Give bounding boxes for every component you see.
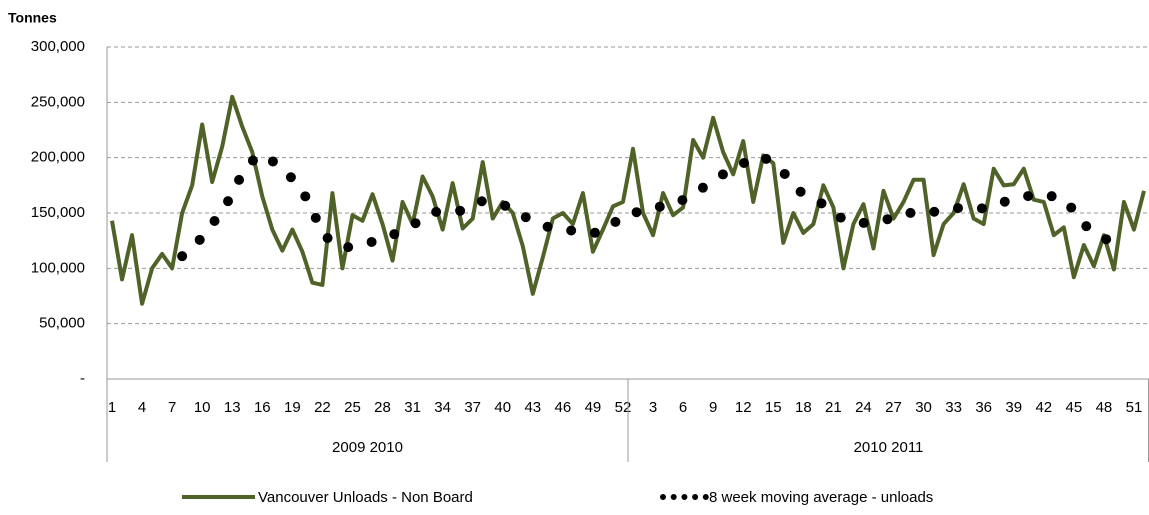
x-tick-label: 24	[855, 399, 872, 416]
y-tick-label: -	[80, 370, 85, 387]
x-tick-label: 33	[945, 399, 962, 416]
x-tick-label: 22	[314, 399, 331, 416]
x-tick-label: 30	[915, 399, 932, 416]
group-label: 2010 2011	[854, 439, 924, 456]
x-tick-label: 10	[194, 399, 211, 416]
x-tick-label: 27	[885, 399, 902, 416]
x-tick-label: 13	[224, 399, 241, 416]
x-tick-label: 34	[434, 399, 451, 416]
x-tick-label: 31	[404, 399, 421, 416]
x-tick-label: 9	[709, 399, 717, 416]
x-tick-label: 45	[1066, 399, 1083, 416]
y-tick-label: 250,000	[31, 93, 85, 110]
x-tick-label: 43	[524, 399, 541, 416]
x-tick-label: 6	[679, 399, 687, 416]
x-tick-label: 7	[168, 399, 176, 416]
x-tick-label: 19	[284, 399, 301, 416]
group-label: 2009 2010	[332, 439, 403, 456]
x-tick-label: 25	[344, 399, 361, 416]
x-tick-label: 42	[1035, 399, 1052, 416]
x-tick-label: 48	[1096, 399, 1113, 416]
y-tick-label: 50,000	[39, 315, 85, 332]
y-axis-label: Tonnes	[8, 10, 57, 26]
x-tick-label: 36	[975, 399, 992, 416]
y-tick-label: 100,000	[31, 259, 85, 276]
x-tick-label: 39	[1005, 399, 1022, 416]
x-tick-label: 4	[138, 399, 146, 416]
x-tick-label: 16	[254, 399, 271, 416]
x-tick-label: 12	[735, 399, 752, 416]
x-tick-label: 37	[464, 399, 481, 416]
x-tick-label: 3	[649, 399, 657, 416]
series-line	[110, 94, 1146, 306]
x-tick-label: 46	[555, 399, 572, 416]
x-tick-label: 18	[795, 399, 812, 416]
x-tick-label: 28	[374, 399, 391, 416]
x-tick-label: 52	[615, 399, 632, 416]
y-tick-label: 300,000	[31, 38, 85, 55]
legend-label: 8 week moving average - unloads	[709, 489, 933, 506]
x-tick-label: 49	[585, 399, 602, 416]
series-line	[177, 148, 1129, 262]
y-tick-label: 150,000	[31, 204, 85, 221]
y-tick-label: 200,000	[31, 149, 85, 166]
legend-label: Vancouver Unloads - Non Board	[258, 489, 473, 506]
x-tick-label: 1	[108, 399, 116, 416]
x-tick-label: 40	[494, 399, 511, 416]
x-tick-label: 51	[1126, 399, 1143, 416]
x-tick-label: 15	[765, 399, 782, 416]
x-tick-label: 21	[825, 399, 842, 416]
